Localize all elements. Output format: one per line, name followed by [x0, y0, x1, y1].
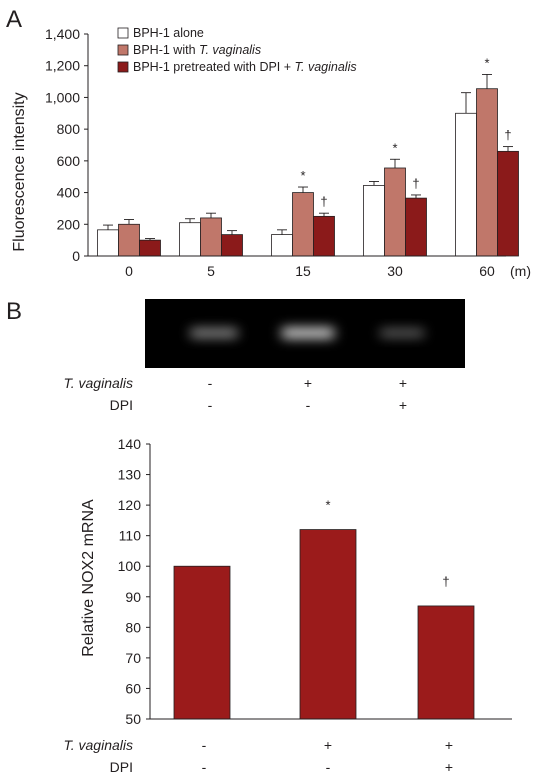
- significance-marker: †: [412, 176, 419, 191]
- legend-swatch-bph1-dpi-tv: [117, 61, 129, 73]
- bar-bph1-with-tv-t30: [384, 167, 406, 257]
- nox2-bar-1: [173, 565, 231, 720]
- gel-cond-label-dpi: DPI: [110, 397, 133, 413]
- panel-b-y-tick-label: 90: [125, 589, 141, 605]
- gel-cond-tv-lane3: +: [399, 375, 407, 391]
- nox2-bar-2: [299, 529, 357, 720]
- chart-cond-dpi-bar1: -: [202, 759, 207, 775]
- panel-a-x-tick-label: 30: [387, 263, 403, 279]
- bar-bph1-with-tv-t5: [200, 217, 222, 257]
- panel-a-y-axis-label: Fluorescence intensity: [11, 92, 28, 251]
- panel-a-bars: * † * † * †: [97, 55, 519, 257]
- gel-cond-tv-lane2: +: [304, 375, 312, 391]
- chart-cond-tv-bar1: -: [202, 737, 207, 753]
- significance-marker: †: [320, 194, 327, 209]
- panel-b-bars: *†: [173, 498, 475, 720]
- gel-cond-dpi-lane2: -: [306, 397, 311, 413]
- gel-image: [145, 299, 465, 368]
- bar-bph1-dpi-tv-t15: [313, 215, 335, 257]
- bar-bph1-alone-t5: [179, 222, 201, 257]
- panel-a-y-tick-label: 800: [57, 121, 81, 137]
- panel-a-chart: Fluorescence intensity 02004006008001,00…: [11, 26, 531, 279]
- gel-cond-label-tv: T. vaginalis: [63, 375, 133, 391]
- panel-b-y-tick-label: 80: [125, 619, 141, 635]
- bar-bph1-alone-t0: [97, 229, 119, 257]
- panel-a-y-tick-label: 200: [57, 216, 81, 232]
- bar-bph1-alone-t30: [363, 185, 385, 257]
- panel-b-y-tick-label: 60: [125, 680, 141, 696]
- panel-b-y-axis-label: Relative NOX2 mRNA: [80, 499, 97, 657]
- significance-marker: *: [392, 140, 397, 155]
- panel-a-label: A: [6, 6, 22, 33]
- panel-a-x-tick-label: 60: [479, 263, 495, 279]
- gel-cond-dpi-lane1: -: [208, 397, 213, 413]
- significance-marker: *: [300, 168, 305, 183]
- panel-b-y-tick-label: 120: [118, 497, 142, 513]
- bar-bph1-alone-t60: [455, 112, 477, 257]
- panel-b-y-tick-label: 100: [118, 558, 142, 574]
- panel-a-x-tick-label: 5: [207, 263, 215, 279]
- bar-bph1-dpi-tv-t5: [221, 234, 243, 257]
- significance-marker: *: [484, 55, 489, 70]
- gel-cond-tv-lane1: -: [208, 375, 213, 391]
- panel-a-legend: BPH-1 alone BPH-1 with T. vaginalis BPH-…: [117, 26, 357, 74]
- bar-bph1-dpi-tv-t0: [139, 239, 161, 257]
- bar-bph1-alone-t15: [271, 234, 293, 257]
- significance-marker: *: [325, 498, 330, 513]
- chart-cond-label-dpi: DPI: [110, 759, 133, 775]
- panel-a-y-tick-label: 1,400: [45, 26, 80, 42]
- panel-a-y-tick-label: 400: [57, 185, 81, 201]
- gel-band-lane3: [379, 330, 425, 336]
- legend-label-bph1-alone: BPH-1 alone: [133, 26, 204, 40]
- panel-a-y-tick-label: 1,000: [45, 89, 80, 105]
- gel-cond-dpi-lane3: +: [399, 397, 407, 413]
- legend-swatch-bph1-with-tv: [117, 44, 129, 56]
- chart-cond-label-tv: T. vaginalis: [63, 737, 133, 753]
- chart-cond-tv-bar3: +: [445, 737, 453, 753]
- chart-cond-dpi-bar3: +: [445, 759, 453, 775]
- gel-bands: [189, 328, 425, 338]
- panel-a-x-ticks: 0 5 15 30 60: [125, 263, 495, 279]
- legend-swatch-bph1-alone: [117, 27, 129, 39]
- chart-conditions-table: T. vaginalis DPI - + + - - +: [63, 737, 453, 775]
- bar-bph1-with-tv-t15: [292, 192, 314, 257]
- bar-bph1-dpi-tv-t60: [497, 150, 519, 257]
- significance-marker: †: [442, 574, 449, 589]
- bar-bph1-with-tv-t60: [476, 88, 498, 257]
- legend-label-bph1-dpi-tv: BPH-1 pretreated with DPI + T. vaginalis: [133, 60, 357, 74]
- panel-a-y-tick-label: 1,200: [45, 58, 80, 74]
- bar-bph1-with-tv-t0: [118, 223, 140, 257]
- panel-b-y-tick-label: 70: [125, 650, 141, 666]
- panel-b-chart: Relative NOX2 mRNA 50 60 70 80 90 100 110 120 13…: [80, 436, 512, 727]
- panel-a-x-tick-label: 0: [125, 263, 133, 279]
- panel-b-y-ticks: 50 60 70 80 90 100 110 120 130 140: [118, 436, 150, 727]
- panel-a-y-tick-label: 0: [72, 248, 80, 264]
- panel-a-x-unit: (m): [510, 263, 531, 279]
- panel-a-y-ticks: 0 200 400 600 800 1,000 1,200 1,400: [45, 26, 88, 264]
- chart-cond-tv-bar2: +: [324, 737, 332, 753]
- panel-b-y-tick-label: 50: [125, 711, 141, 727]
- panel-b-y-tick-label: 110: [119, 528, 142, 544]
- chart-cond-dpi-bar2: -: [326, 759, 331, 775]
- panel-a-y-tick-label: 600: [57, 153, 81, 169]
- gel-band-lane2: [281, 328, 335, 338]
- legend-label-bph1-with-tv: BPH-1 with T. vaginalis: [133, 43, 261, 57]
- gel-band-lane1: [189, 329, 239, 337]
- significance-marker: †: [504, 128, 511, 143]
- panel-b-y-tick-label: 140: [118, 436, 142, 452]
- nox2-bar-3: [417, 605, 475, 720]
- panel-b-y-tick-label: 130: [118, 467, 142, 483]
- bar-bph1-dpi-tv-t30: [405, 197, 427, 257]
- panel-a-x-tick-label: 15: [295, 263, 311, 279]
- panel-b-label: B: [6, 298, 22, 325]
- gel-conditions-table: T. vaginalis DPI - + + - - +: [63, 375, 407, 413]
